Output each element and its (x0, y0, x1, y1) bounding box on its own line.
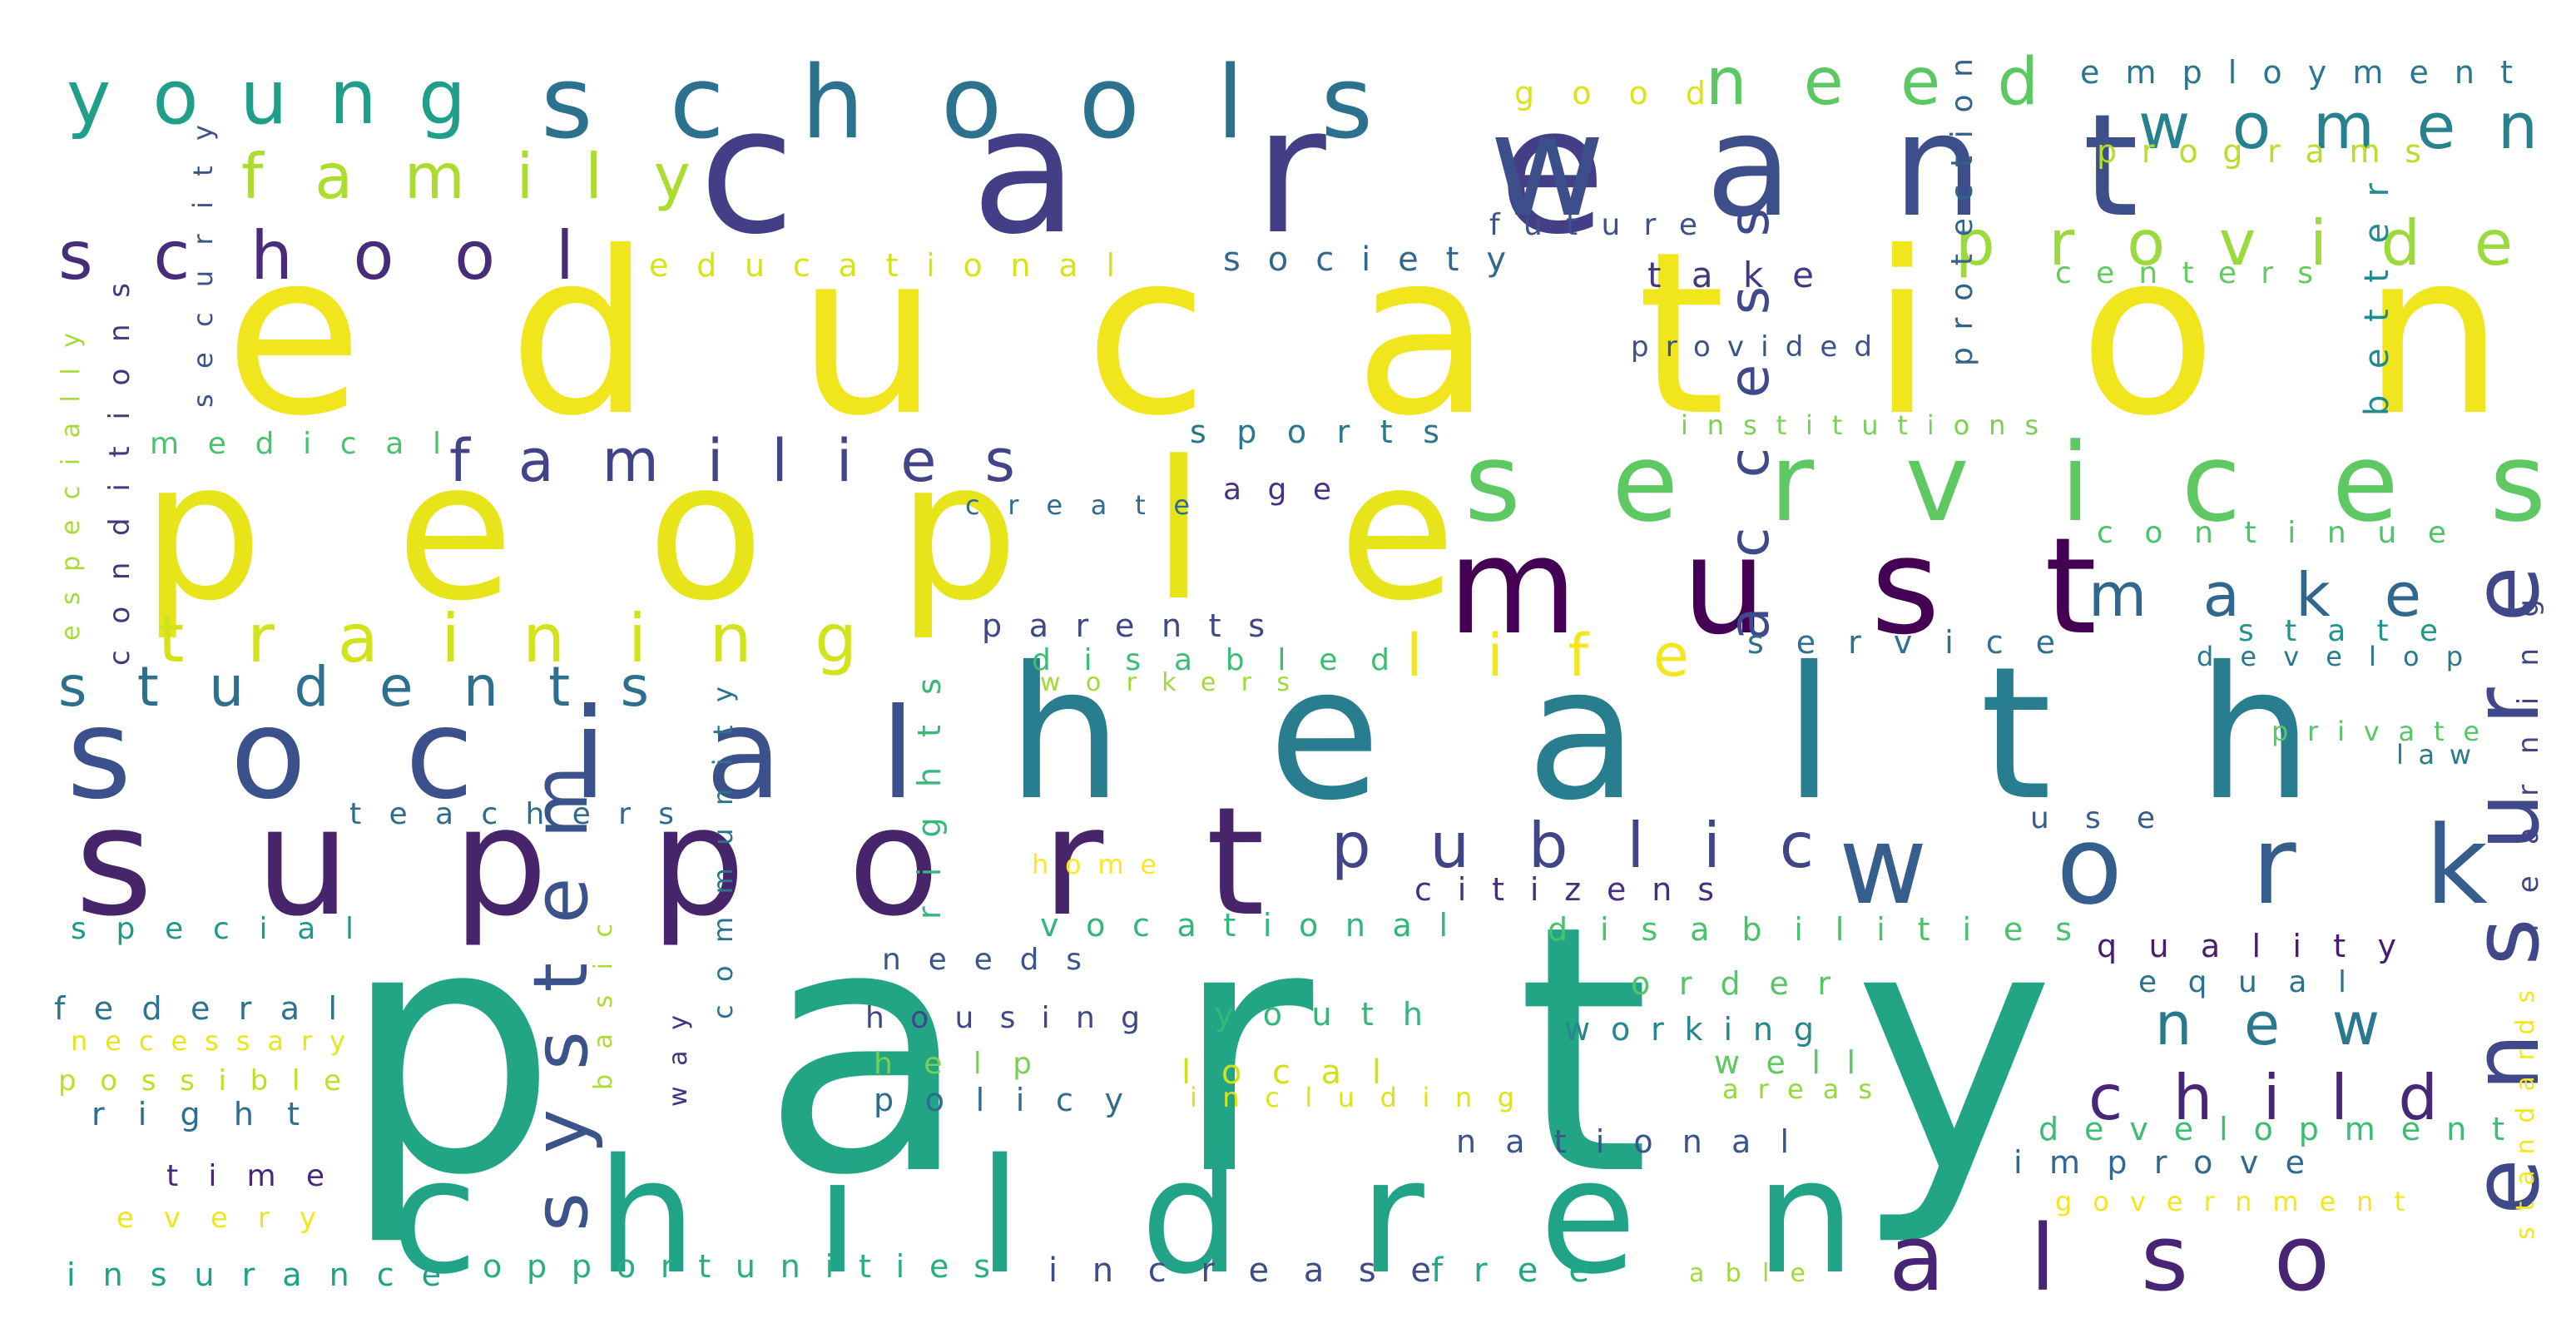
word-new: new (2155, 990, 2380, 1058)
word-employment: employment (2080, 54, 2513, 91)
word-especially: especially (57, 333, 86, 641)
word-standards: standards (2511, 990, 2540, 1240)
word-including: including (1190, 1082, 1514, 1113)
word-provide: provide (1955, 206, 2513, 280)
word-opportunities: opportunities (483, 1248, 990, 1285)
word-federal: federal (54, 990, 337, 1027)
word-society: society (1223, 240, 1506, 279)
word-provided: provided (1631, 330, 1872, 364)
word-young: young (67, 54, 466, 141)
word-government: government (2055, 1186, 2405, 1217)
word-make: make (2088, 560, 2421, 630)
word-right: right (92, 1096, 300, 1132)
word-housing: housing (865, 1001, 1140, 1035)
word-conditions: conditions (103, 283, 136, 666)
word-learning: learning (2512, 599, 2545, 932)
word-possible: possible (58, 1064, 341, 1098)
word-special: special (71, 912, 354, 946)
word-quality: quality (2097, 928, 2396, 964)
word-institutions: institutions (1681, 409, 2039, 441)
word-way: way (664, 1015, 693, 1107)
word-citizens: citizens (1414, 871, 1714, 908)
word-parents: parents (982, 607, 1265, 644)
word-improve: improve (2014, 1144, 2305, 1181)
word-time: time (166, 1159, 324, 1193)
word-education: education (225, 203, 2504, 465)
word-order: order (1631, 965, 1830, 1002)
word-security: security (187, 125, 219, 408)
word-age: age (1223, 473, 1331, 507)
word-necessary: necessary (71, 1025, 345, 1057)
word-women: women (2138, 89, 2538, 163)
word-family: family (241, 140, 691, 213)
word-continue: continue (2097, 516, 2446, 550)
word-develop: develop (2197, 641, 2463, 672)
word-insurance: insurance (67, 1256, 441, 1293)
word-every: every (116, 1202, 316, 1235)
word-schools: schools (541, 46, 1373, 161)
word-centers: centers (2055, 256, 2313, 290)
word-use: use (2030, 801, 2155, 835)
word-support: support (75, 776, 1265, 949)
